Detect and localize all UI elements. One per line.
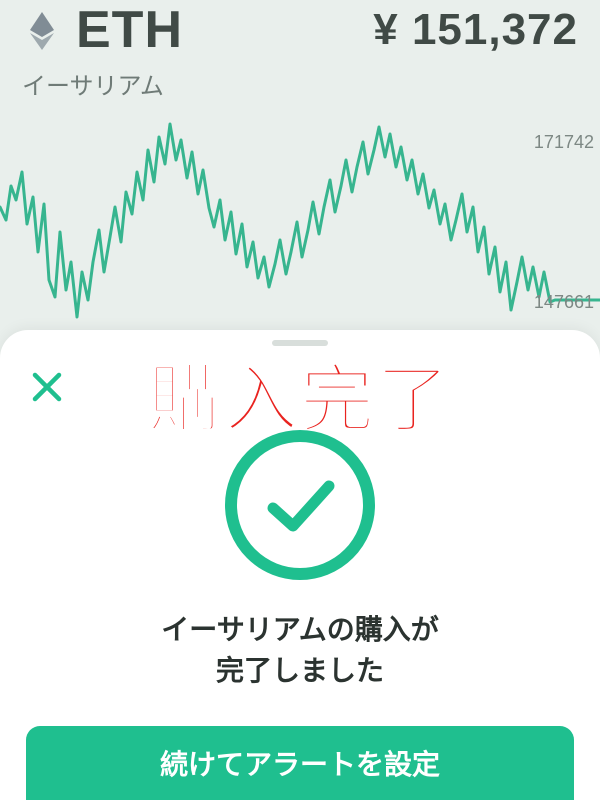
price-chart[interactable]: 171742 147661 — [0, 112, 600, 337]
drag-handle[interactable] — [272, 340, 328, 346]
purchase-complete-modal: 購入完了 イーサリアムの購入が 完了しました 続けてアラートを設定 — [0, 330, 600, 800]
ticker-symbol: ETH — [76, 0, 183, 60]
price-header: ETH ¥ 151,372 イーサリアム — [0, 0, 600, 101]
message-line-1: イーサリアムの購入が — [161, 614, 438, 645]
chart-ylabel-low: 147661 — [534, 292, 594, 313]
ticker-row: ETH ¥ 151,372 — [22, 0, 578, 60]
success-indicator — [0, 430, 600, 580]
asset-name: イーサリアム — [22, 66, 578, 101]
close-button[interactable] — [24, 364, 70, 410]
close-icon — [30, 370, 64, 404]
set-alert-button[interactable]: 続けてアラートを設定 — [26, 726, 574, 800]
checkmark-icon — [259, 464, 341, 546]
confirmation-message: イーサリアムの購入が 完了しました — [0, 610, 600, 691]
screen: ETH ¥ 151,372 イーサリアム 171742 147661 購入完了 — [0, 0, 600, 800]
ticker-left: ETH — [22, 0, 183, 60]
chart-ylabel-high: 171742 — [534, 132, 594, 153]
price-value: ¥ 151,372 — [373, 5, 578, 55]
cta-label: 続けてアラートを設定 — [160, 743, 440, 783]
check-circle — [225, 430, 375, 580]
ethereum-icon — [22, 10, 62, 50]
message-line-2: 完了しました — [216, 655, 384, 686]
